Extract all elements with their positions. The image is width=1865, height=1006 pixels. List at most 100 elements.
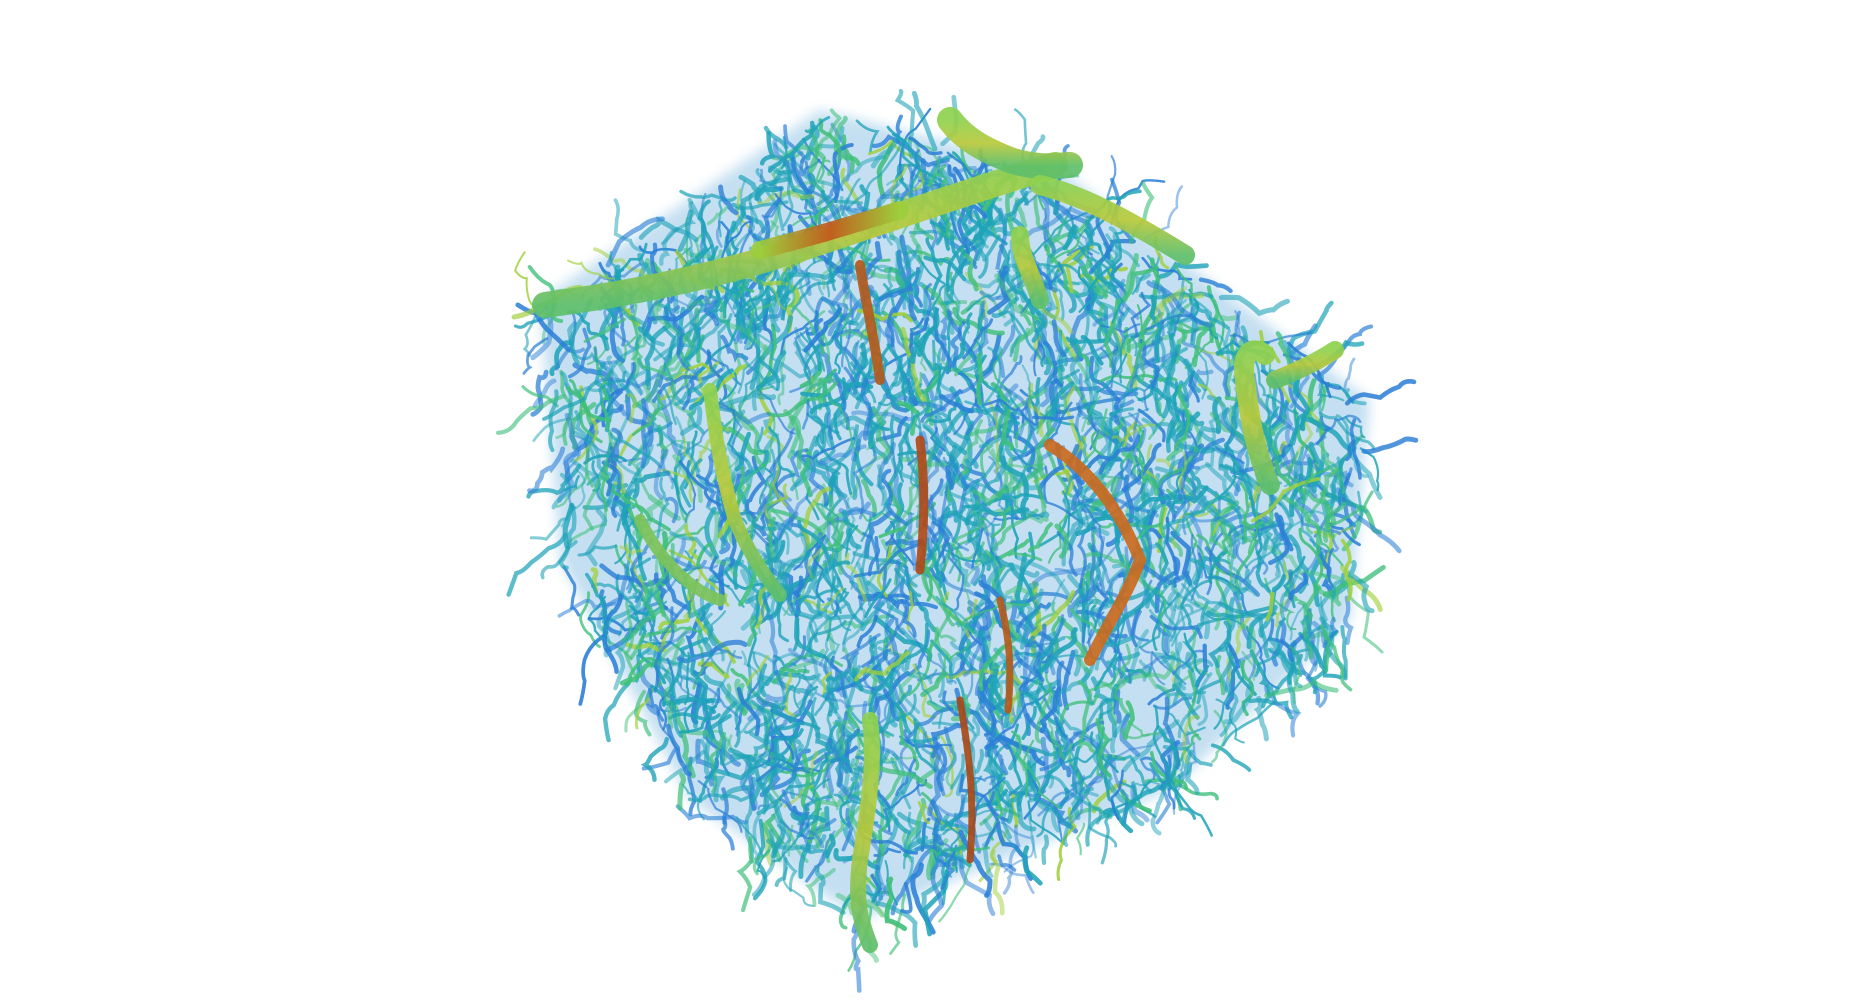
capillary-segment [816, 155, 887, 192]
capillary-segment [883, 653, 908, 713]
capillary-segment [818, 108, 842, 151]
capillary-segment [584, 508, 608, 567]
capillary-segment [751, 828, 778, 897]
capillary-segment [843, 351, 860, 376]
capillary-segment [884, 482, 905, 534]
capillary-segment [801, 399, 810, 430]
capillary-segment [1344, 415, 1366, 439]
capillary-segment [1014, 552, 1028, 614]
capillary-segment [1074, 508, 1110, 537]
capillary-segment [1104, 379, 1145, 393]
capillary-segment [885, 771, 917, 828]
capillary-segment [924, 731, 948, 781]
capillary-segment [1141, 256, 1193, 281]
capillary-segment [738, 698, 765, 734]
capillary-segment [803, 306, 843, 353]
capillary-segment [1078, 245, 1117, 292]
capillary-segment [1110, 345, 1120, 375]
capillary-segment [1106, 590, 1126, 647]
capillary-segment [946, 309, 962, 368]
capillary-segment [1021, 364, 1035, 407]
capillary-segment [768, 169, 794, 188]
capillary-segment [979, 706, 1001, 758]
capillary-segment [852, 342, 877, 404]
capillary-segment [522, 337, 549, 375]
capillary-segment [659, 226, 680, 266]
capillary-segment [1280, 493, 1322, 555]
capillary-segment [1130, 291, 1152, 338]
capillary-segment [660, 448, 675, 484]
capillary-segment [764, 539, 786, 566]
capillary-segment [832, 143, 854, 203]
capillary-segment [804, 802, 825, 849]
capillary-segment [1194, 558, 1231, 589]
capillary-segment [1149, 614, 1203, 639]
capillary-segment [736, 451, 753, 474]
capillary-segment [756, 350, 787, 390]
capillary-segment [803, 326, 819, 390]
capillary-segment [613, 626, 634, 691]
capillary-segment [790, 470, 799, 501]
capillary-segment [1132, 488, 1180, 528]
capillary-segment [765, 294, 781, 333]
capillary-segment [1151, 599, 1166, 651]
capillary-segment [940, 510, 981, 527]
capillary-segment [966, 249, 1011, 312]
capillary-segment [585, 572, 607, 624]
capillary-segment [945, 465, 954, 491]
capillary-segment [1147, 510, 1162, 540]
large-vessel [1266, 341, 1344, 389]
capillary-segment [1325, 501, 1348, 539]
capillary-segment [834, 321, 849, 375]
capillary-segment [677, 772, 686, 811]
capillary-segment [888, 556, 907, 596]
capillary-segment [682, 674, 742, 737]
capillary-segment [577, 544, 617, 557]
capillary-segment [816, 184, 838, 206]
capillary-segment [684, 524, 700, 560]
large-vessel [937, 107, 1083, 180]
capillary-segment [692, 621, 710, 690]
capillary-segment [1157, 593, 1167, 633]
capillary-segment [666, 723, 693, 777]
capillary-segment [1065, 387, 1090, 458]
capillary-segment [566, 310, 609, 341]
capillary-segment [920, 164, 947, 199]
capillary-segment [718, 199, 723, 238]
capillary-segment [988, 678, 1011, 729]
capillary-segment [897, 400, 921, 436]
capillary-segment [1190, 627, 1210, 677]
large-vessel [956, 696, 976, 864]
large-vessel [1044, 439, 1147, 666]
capillary-segment [814, 298, 826, 347]
capillary-segment [1335, 487, 1402, 554]
capillary-segment [990, 505, 1012, 538]
capillary-segment [1162, 492, 1230, 530]
capillary-segment [1164, 591, 1177, 637]
capillary-segment [1095, 215, 1114, 260]
capillary-segment [957, 601, 1031, 628]
capillary-segment [1175, 411, 1201, 439]
capillary-segment [1122, 719, 1180, 773]
capillary-segment [864, 578, 892, 619]
capillary-segment [1119, 334, 1129, 384]
capillary-segment [1122, 253, 1139, 303]
capillary-segment [666, 496, 679, 524]
capillary-segment [1301, 416, 1355, 453]
capillary-segment [721, 220, 752, 260]
capillary-segment [1182, 408, 1195, 434]
capillary-segment [566, 385, 612, 423]
capillary-segment [1192, 321, 1210, 368]
capillary-segment [629, 538, 654, 603]
capillary-segment [1361, 436, 1419, 455]
capillary-segment [898, 290, 938, 322]
capillary-segment [788, 416, 805, 470]
capillary-segment [1240, 481, 1250, 544]
capillary-segment [1076, 645, 1092, 675]
capillary-segment [784, 272, 816, 336]
capillary-segment [670, 701, 696, 779]
capillary-segment [1046, 356, 1068, 414]
capillary-segment [1180, 582, 1204, 610]
capillary-segment [1324, 414, 1362, 432]
